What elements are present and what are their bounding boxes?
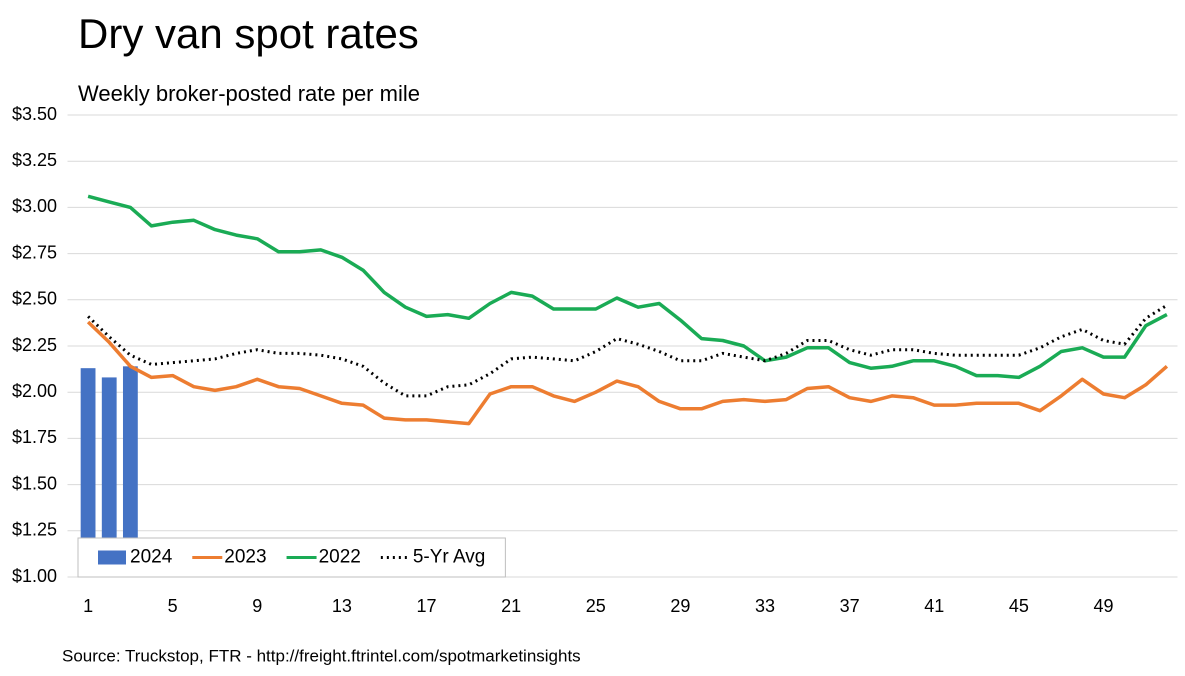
legend-label: 2024 [130,547,173,568]
y-tick-label: $2.25 [12,335,57,355]
x-tick-label: 21 [501,596,521,616]
y-tick-label: $3.25 [12,150,57,170]
bar [101,377,117,577]
x-tick-label: 9 [252,596,262,616]
legend-label: 2022 [319,547,361,568]
x-tick-label: 1 [83,596,93,616]
legend-label: 2023 [224,547,266,568]
y-tick-label: $3.50 [12,104,57,124]
y-tick-label: $2.75 [12,242,57,262]
y-tick-label: $2.50 [12,289,57,309]
x-tick-label: 25 [586,596,606,616]
y-tick-label: $1.00 [12,566,57,586]
legend-swatch [98,550,126,565]
bar [80,368,96,577]
y-tick-label: $3.00 [12,196,57,216]
x-tick-label: 37 [840,596,860,616]
y-tick-label: $2.00 [12,381,57,401]
x-tick-label: 41 [924,596,944,616]
x-tick-label: 45 [1009,596,1029,616]
y-tick-label: $1.75 [12,427,57,447]
legend-label: 5-Yr Avg [413,547,486,568]
line-series [86,320,1169,426]
x-tick-label: 33 [755,596,775,616]
source-note: Source: Truckstop, FTR - http://freight.… [62,646,581,665]
chart-subtitle: Weekly broker-posted rate per mile [78,81,420,106]
line-series [87,194,1168,380]
x-tick-label: 13 [332,596,352,616]
line-series [87,304,1168,398]
x-tick-label: 29 [670,596,690,616]
bar [122,366,138,577]
y-tick-label: $1.50 [12,473,57,493]
chart-title: Dry van spot rates [78,10,419,57]
x-tick-label: 17 [417,596,437,616]
x-tick-label: 49 [1093,596,1113,616]
y-tick-label: $1.25 [12,520,57,540]
x-tick-label: 5 [168,596,178,616]
